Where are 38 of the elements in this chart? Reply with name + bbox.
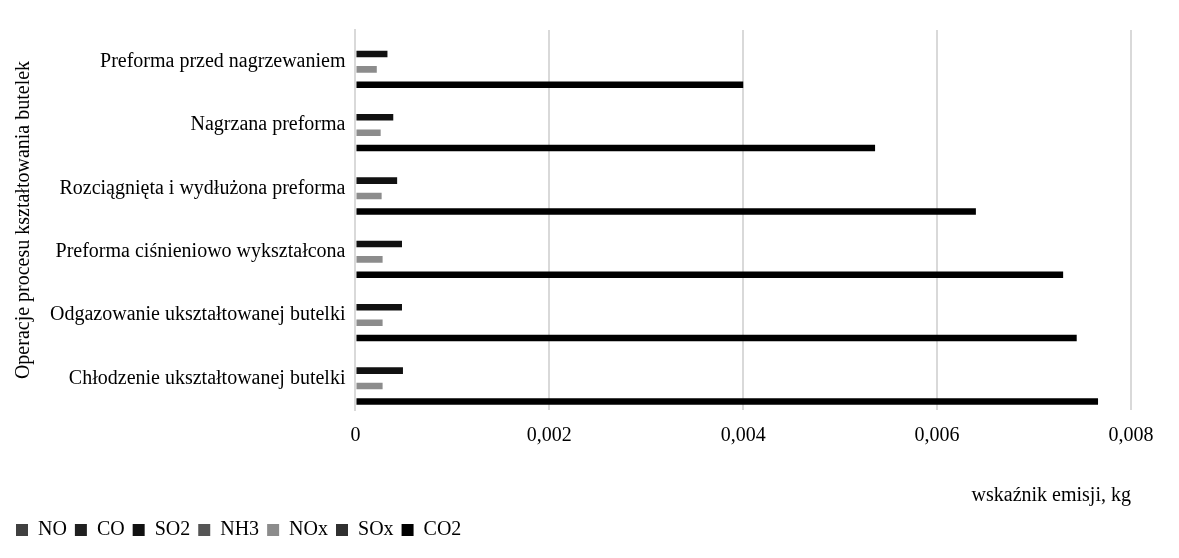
x-tick-label: 0,004 bbox=[720, 423, 766, 446]
x-tick-label: 0 bbox=[350, 423, 361, 446]
x-tick-label: 0,006 bbox=[914, 423, 960, 446]
y-tick-label: Nagrzana preforma bbox=[190, 112, 346, 136]
bar bbox=[356, 398, 1099, 405]
bar bbox=[356, 271, 1064, 279]
y-tick-label: Preforma przed nagrzewaniem bbox=[100, 48, 346, 72]
bar bbox=[356, 177, 398, 184]
bar bbox=[356, 129, 381, 136]
y-tick-label: Rozciągnięta i wydłużona preforma bbox=[59, 175, 346, 199]
bar bbox=[356, 240, 402, 248]
legend-label: NH3 bbox=[220, 517, 260, 540]
bar bbox=[356, 144, 876, 152]
legend-label: CO2 bbox=[423, 517, 462, 540]
bar bbox=[356, 367, 403, 374]
bar bbox=[356, 114, 394, 121]
y-tick-label: Odgazowanie ukształtowanej butelki bbox=[49, 302, 346, 326]
y-tick-label: Preforma ciśnieniowo wykształcona bbox=[55, 238, 346, 262]
bar bbox=[356, 50, 388, 58]
bar bbox=[356, 304, 402, 311]
bar bbox=[356, 66, 377, 73]
legend-label: NOx bbox=[289, 517, 329, 540]
bar bbox=[356, 382, 383, 390]
x-tick-label: 0,008 bbox=[1108, 423, 1154, 446]
x-tick-label: 0,002 bbox=[526, 423, 572, 446]
bar bbox=[356, 208, 976, 215]
y-tick-label: Chłodzenie ukształtowanej butelki bbox=[68, 365, 346, 389]
y-axis-title: Operacje procesu kształtowania butelek bbox=[11, 60, 35, 380]
legend-label: SOx bbox=[358, 517, 394, 540]
bar bbox=[356, 256, 383, 263]
bar bbox=[356, 81, 744, 89]
legend-label: NO bbox=[38, 517, 67, 540]
legend-label: SO2 bbox=[154, 517, 191, 540]
bar bbox=[356, 192, 382, 200]
legend-label: CO bbox=[96, 517, 125, 540]
bar bbox=[356, 319, 383, 326]
bar bbox=[356, 334, 1077, 342]
x-axis-title: wskaźnik emisji, kg bbox=[971, 483, 1131, 507]
